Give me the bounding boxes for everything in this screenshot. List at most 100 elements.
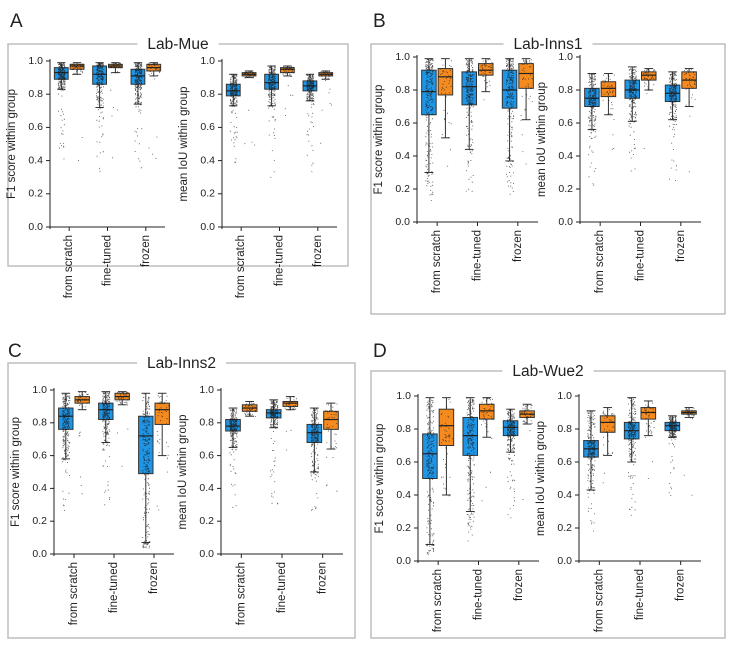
data-points (465, 58, 474, 192)
y-tick-label: 0.0 (199, 548, 214, 560)
box-pretrained-model (241, 400, 258, 417)
data-points (506, 409, 516, 519)
box-scratch-model (130, 62, 146, 169)
x-category-label: from scratch (593, 569, 605, 632)
y-axis-label: mean IoU within group (535, 421, 547, 536)
data-points (77, 392, 89, 495)
box-scratch-model (225, 73, 241, 163)
data-points (284, 396, 297, 451)
data-points (306, 74, 315, 173)
box-pretrained-model (478, 58, 494, 101)
subplot-iou: 0.0 0.2 0.4 0.6 0.8 1.0 mean IoU within group f… (536, 51, 701, 293)
data-points (668, 71, 678, 181)
box-scratch-model (501, 58, 518, 195)
y-axis-label: F1 score within group (10, 417, 22, 527)
x-category-label: frozen (312, 235, 324, 267)
panel-title-gap (137, 34, 219, 54)
data-points (268, 66, 276, 178)
y-tick-label: 1.0 (395, 51, 410, 63)
box-body (98, 402, 114, 421)
box-pretrained-model (114, 391, 130, 467)
subplot-iou: 0.0 0.2 0.4 0.6 0.8 1.0 mean IoU within group f… (178, 55, 337, 298)
box-pretrained-model (599, 407, 616, 484)
subplot-iou: 0.0 0.2 0.4 0.6 0.8 1.0 mean IoU within group f… (177, 384, 343, 625)
box-pretrained-model (69, 62, 85, 161)
y-tick-label: 1.0 (199, 384, 214, 396)
panel-title-gap (137, 353, 226, 373)
data-points (320, 71, 332, 144)
box-scratch-model (623, 397, 640, 516)
y-tick-label: 0.2 (200, 188, 215, 200)
box-body (599, 415, 616, 433)
panel-letter: B (373, 11, 386, 32)
data-points (683, 68, 696, 173)
box-body (437, 68, 454, 96)
box-scratch-model (306, 407, 323, 511)
y-tick-label: 0.4 (28, 154, 43, 166)
box-body (462, 416, 479, 456)
box-body (282, 400, 299, 407)
box-body (438, 408, 455, 447)
y-tick-label: 1.0 (396, 390, 411, 402)
y-tick-label: 0.0 (200, 221, 215, 233)
x-category-label: frozen (317, 562, 329, 594)
x-category-label: fine-tuned (472, 230, 484, 281)
box-pretrained-model (318, 70, 334, 144)
y-tick-label: 0.2 (558, 183, 573, 195)
box-pretrained-model (600, 73, 617, 150)
box-scratch-model (462, 397, 479, 542)
box-pretrained-model (146, 62, 162, 159)
box-pretrained-model (323, 402, 339, 492)
box-pretrained-model (681, 407, 697, 496)
y-axis-label: mean IoU within group (536, 82, 548, 197)
subplot-f1: 0.0 0.2 0.4 0.6 0.8 1.0 F1 score within group f… (6, 55, 165, 298)
data-points (466, 397, 475, 542)
box-body (421, 69, 437, 116)
data-points (244, 71, 256, 146)
box-scratch-model (422, 397, 438, 556)
y-tick-label: 0.2 (199, 515, 214, 527)
data-points (588, 73, 597, 186)
y-tick-label: 0.6 (396, 456, 411, 468)
x-category-label: from scratch (235, 235, 247, 298)
box-pretrained-model (154, 392, 170, 511)
y-tick-label: 1.0 (558, 51, 573, 63)
box-scratch-model (138, 392, 154, 549)
box-body (422, 433, 438, 480)
box-body (225, 419, 241, 432)
y-axis-label: mean IoU within group (178, 86, 190, 201)
subplot-f1: 0.0 0.2 0.4 0.6 0.8 1.0 F1 score within group f… (374, 390, 539, 632)
x-category-label: fine-tuned (276, 562, 288, 613)
x-category-label: frozen (675, 230, 687, 262)
box-pretrained-model (282, 396, 299, 451)
y-tick-label: 0.6 (28, 121, 43, 133)
y-tick-label: 0.0 (558, 216, 573, 228)
y-tick-label: 0.4 (395, 150, 410, 162)
y-axis-label: F1 score within group (6, 89, 18, 199)
data-points (628, 397, 637, 516)
y-tick-label: 0.8 (28, 88, 43, 100)
data-points (325, 403, 338, 492)
data-points (644, 402, 655, 479)
panel-frame (370, 370, 726, 639)
y-tick-label: 1.0 (32, 384, 47, 396)
panel-d: D Lab-Wue2 0.0 0.2 0.4 0.6 0.8 1.0 F1 score with… (370, 341, 726, 639)
y-tick-label: 0.8 (557, 423, 572, 435)
box-pretrained-model (74, 391, 90, 495)
panel-a: A Lab-Mue 0.0 0.2 0.4 0.6 0.8 1.0 F1 score withi… (6, 11, 349, 298)
data-points (270, 400, 279, 505)
panel-letter: C (8, 341, 22, 362)
box-body (58, 407, 74, 430)
y-tick-label: 0.0 (28, 221, 43, 233)
box-body (641, 71, 657, 81)
x-category-label: frozen (675, 569, 687, 601)
panel-title: Lab-Mue (147, 36, 208, 53)
y-axis-label: mean IoU within group (177, 414, 189, 529)
x-category-label: frozen (140, 235, 152, 267)
y-tick-label: 0.2 (396, 522, 411, 534)
y-tick-label: 0.0 (32, 548, 47, 560)
y-tick-label: 0.4 (558, 150, 573, 162)
y-axis-label: F1 score within group (374, 424, 386, 534)
box-body (518, 63, 534, 89)
